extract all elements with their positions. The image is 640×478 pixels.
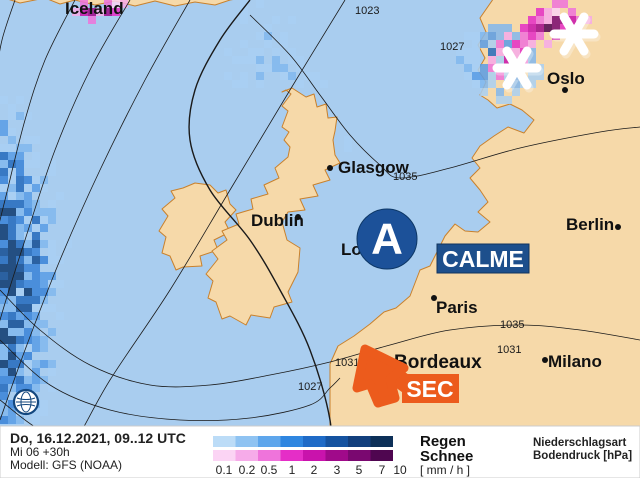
svg-text:Modell: GFS (NOAA): Modell: GFS (NOAA) (10, 458, 122, 472)
svg-text:1: 1 (289, 463, 296, 477)
svg-text:Oslo: Oslo (547, 69, 585, 88)
svg-text:1027: 1027 (298, 381, 322, 393)
svg-text:5: 5 (356, 463, 363, 477)
svg-text:Mi 06 +30h: Mi 06 +30h (10, 445, 70, 459)
svg-text:1031: 1031 (335, 357, 359, 369)
svg-text:Glasgow: Glasgow (338, 158, 410, 177)
svg-text:Niederschlagsart: Niederschlagsart (533, 437, 626, 449)
svg-text:1035: 1035 (500, 319, 524, 331)
svg-text:1027: 1027 (440, 41, 464, 53)
svg-text:1031: 1031 (497, 344, 521, 356)
svg-text:0.1: 0.1 (216, 463, 233, 477)
svg-text:2: 2 (311, 463, 318, 477)
svg-text:SEC: SEC (406, 376, 453, 402)
svg-text:Do, 16.12.2021, 09..12 UTC: Do, 16.12.2021, 09..12 UTC (10, 430, 186, 446)
svg-text:[ mm / h ]: [ mm / h ] (420, 463, 470, 477)
svg-text:CALME: CALME (442, 246, 524, 272)
svg-text:Bodendruck [hPa]: Bodendruck [hPa] (533, 450, 632, 462)
svg-text:Iceland: Iceland (65, 0, 124, 18)
svg-text:1023: 1023 (355, 5, 379, 17)
svg-text:Milano: Milano (548, 352, 602, 371)
svg-text:Berlin: Berlin (566, 215, 614, 234)
svg-text:3: 3 (334, 463, 341, 477)
svg-text:0.2: 0.2 (239, 463, 256, 477)
svg-text:Paris: Paris (436, 298, 478, 317)
svg-text:A: A (371, 215, 403, 264)
svg-text:7: 7 (379, 463, 386, 477)
svg-text:10: 10 (393, 463, 407, 477)
svg-text:Dublin: Dublin (251, 211, 304, 230)
svg-text:0.5: 0.5 (261, 463, 278, 477)
